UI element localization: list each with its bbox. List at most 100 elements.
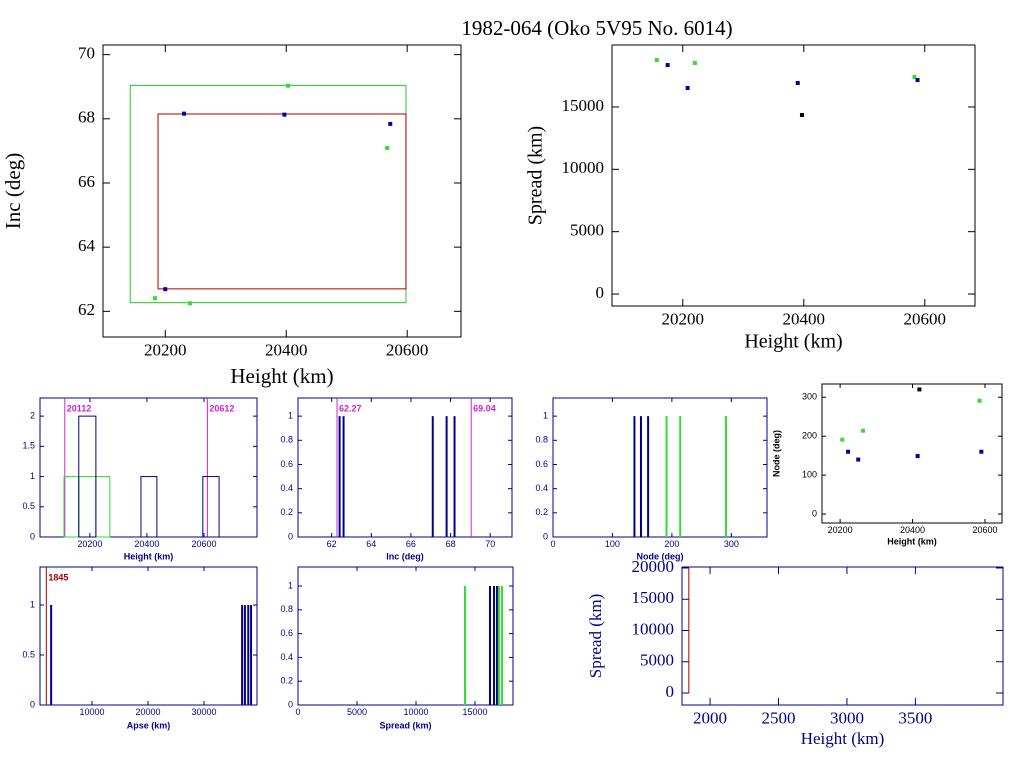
x-axis-label: Spread (km) <box>379 720 431 730</box>
x-tick-label: 20200 <box>662 309 705 328</box>
plot-frame <box>297 566 514 706</box>
x-tick-label: 62 <box>327 539 337 549</box>
plot-frame <box>297 397 513 538</box>
y-tick-label: 1 <box>288 580 293 590</box>
y-tick-label: 68 <box>78 108 95 127</box>
point <box>685 86 690 91</box>
point <box>388 121 393 126</box>
point <box>915 78 920 83</box>
x-tick-label: 2000 <box>693 708 727 727</box>
x-tick-label: 20000 <box>135 707 160 717</box>
y-tick-label: 0.8 <box>280 435 293 445</box>
x-axis-label: Apse (km) <box>127 720 171 730</box>
marker-label: 20612 <box>209 403 234 413</box>
point <box>979 449 984 454</box>
x-tick-label: 10000 <box>79 707 104 717</box>
page-title: 1982-064 (Oko 5V95 No. 6014) <box>461 16 732 40</box>
histogram-bar <box>78 415 97 538</box>
point <box>188 301 193 306</box>
x-tick-label: 20200 <box>828 525 853 535</box>
x-tick-label: 64 <box>366 539 376 549</box>
y-tick-label: 0.2 <box>280 676 293 686</box>
y-tick-label: 70 <box>78 44 95 63</box>
x-tick-label: 70 <box>485 539 495 549</box>
point <box>917 387 922 392</box>
x-tick-label: 20400 <box>783 309 826 328</box>
x-axis-label: Height (km) <box>124 551 174 561</box>
y-tick-label: 0 <box>288 531 293 541</box>
plot-frame <box>611 44 976 307</box>
histogram-bar <box>140 476 158 538</box>
point <box>654 58 659 63</box>
x-tick-label: 20200 <box>144 340 187 359</box>
y-tick-label: 20000 <box>632 557 675 576</box>
x-tick-label: 20600 <box>191 539 216 549</box>
y-tick-label: 0.6 <box>535 459 548 469</box>
plot-frame <box>102 44 462 338</box>
y-tick-label: 0 <box>666 682 675 701</box>
y-tick-label: 0.2 <box>535 507 548 517</box>
x-tick-label: 5000 <box>347 707 367 717</box>
marker-label: 20112 <box>67 403 92 413</box>
y-tick-label: 0.5 <box>22 649 35 659</box>
y-tick-label: 15000 <box>632 588 675 607</box>
point <box>286 83 291 88</box>
point <box>153 296 158 301</box>
y-tick-label: 2 <box>30 411 35 421</box>
point <box>795 81 800 86</box>
point <box>692 61 697 66</box>
y-tick-label: 0 <box>30 699 35 709</box>
point <box>665 63 670 68</box>
y-tick-label: 0 <box>30 531 35 541</box>
point <box>912 75 917 80</box>
point <box>915 454 920 459</box>
marker-label: 1845 <box>48 572 68 582</box>
x-tick-label: 20400 <box>134 539 159 549</box>
x-tick-label: 20600 <box>904 309 947 328</box>
marker-label: 62.27 <box>339 403 362 413</box>
y-axis-label: Spread (km) <box>525 126 547 225</box>
x-axis-label: Height (km) <box>801 729 885 748</box>
y-tick-label: 0.4 <box>280 483 293 493</box>
point <box>860 428 865 433</box>
x-tick-label: 10000 <box>403 707 428 717</box>
x-tick-label: 20400 <box>900 525 925 535</box>
x-tick-label: 0 <box>550 539 555 549</box>
y-tick-label: 0.4 <box>280 652 293 662</box>
range-box <box>157 113 407 290</box>
x-tick-label: 20600 <box>972 525 997 535</box>
y-tick-label: 5000 <box>640 651 674 670</box>
x-tick-label: 15000 <box>462 707 487 717</box>
y-tick-label: 0.2 <box>280 507 293 517</box>
point <box>846 449 851 454</box>
y-axis-label: Node (deg) <box>771 430 781 477</box>
x-tick-label: 200 <box>664 539 679 549</box>
point <box>840 437 845 442</box>
y-tick-label: 0.4 <box>535 483 548 493</box>
point <box>977 398 982 403</box>
x-tick-label: 20200 <box>77 539 102 549</box>
y-tick-label: 0.8 <box>280 604 293 614</box>
x-tick-label: 68 <box>446 539 456 549</box>
y-tick-label: 0 <box>288 699 293 709</box>
point <box>799 113 804 118</box>
point <box>282 112 287 117</box>
y-tick-label: 100 <box>802 469 817 479</box>
y-tick-label: 66 <box>78 172 95 191</box>
y-tick-label: 0 <box>596 283 605 302</box>
x-tick-label: 30000 <box>192 707 217 717</box>
y-tick-label: 10000 <box>632 619 675 638</box>
y-tick-label: 1 <box>288 411 293 421</box>
point <box>385 146 390 151</box>
point <box>163 287 168 292</box>
y-axis-label: Spread (km) <box>586 594 605 679</box>
plot-frame <box>552 397 768 538</box>
y-tick-label: 10000 <box>562 158 605 177</box>
x-axis-label: Node (deg) <box>637 551 684 561</box>
histogram-bar <box>202 476 220 538</box>
y-tick-label: 1 <box>543 411 548 421</box>
x-tick-label: 3000 <box>830 708 864 727</box>
y-tick-label: 5000 <box>570 221 604 240</box>
x-tick-label: 300 <box>724 539 739 549</box>
